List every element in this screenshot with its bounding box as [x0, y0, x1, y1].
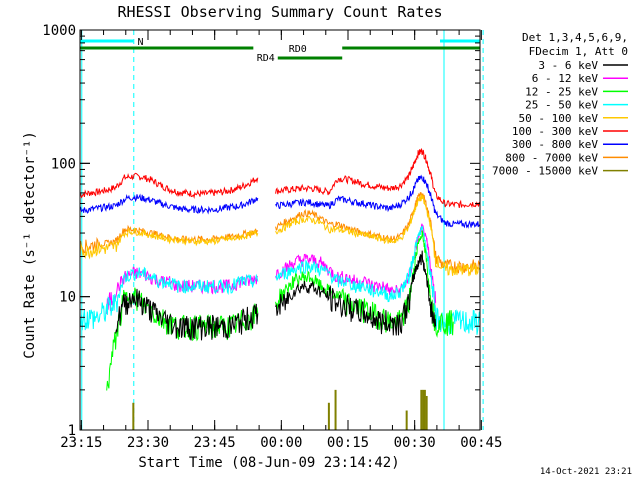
legend-header-line: Det 1,3,4,5,6,9,: [522, 31, 628, 44]
series-line-3-6-kev: [115, 288, 259, 341]
x-tick-label: 23:45: [194, 435, 236, 451]
legend-entry-label: 7000 - 15000 keV: [492, 165, 598, 178]
y-tick-label: 100: [51, 156, 76, 172]
x-tick-label: 00:15: [327, 435, 369, 451]
legend: Det 1,3,4,5,6,9,FDecim 1, Att 03 - 6 keV…: [492, 31, 628, 178]
legend-entry-label: 100 - 300 keV: [512, 125, 598, 138]
legend-entry-label: 300 - 800 keV: [512, 138, 598, 151]
legend-entry-label: 12 - 25 keV: [525, 85, 598, 98]
legend-entry-label: 50 - 100 keV: [519, 112, 599, 125]
y-tick-label: 1000: [42, 23, 76, 39]
footer-timestamp: 14-Oct-2021 23:21: [540, 467, 632, 477]
series-line-25-50-kev: [275, 225, 481, 335]
axes: 1 10 100 1000 23:15 23:30 23:45 00:00 00:15 00:30…: [42, 23, 502, 451]
series-line-12-25-kev: [275, 230, 454, 338]
series-line-300-800-kev: [275, 174, 481, 229]
series-line-100-300-kev: [275, 148, 481, 209]
series-line-50-100-kev: [79, 226, 259, 260]
y-axis-label: Count Rate (s⁻¹ detector⁻¹): [22, 131, 38, 359]
x-tick-label: 00:30: [394, 435, 436, 451]
x-tick-label: 23:30: [127, 435, 169, 451]
series-line-25-50-kev: [79, 266, 259, 331]
x-tick-label: 00:45: [460, 435, 502, 451]
chart-title: RHESSI Observing Summary Count Rates: [117, 3, 442, 21]
y-tick-label: 1: [68, 423, 76, 439]
night-flag-label: N: [138, 37, 144, 48]
x-axis-label: Start Time (08-Jun-09 23:14:42): [138, 455, 399, 471]
series-line-300-800-kev: [79, 193, 259, 215]
plot-frame: [79, 29, 481, 431]
plot-area: N RD0 RD4: [79, 30, 484, 430]
x-tick-label: 00:00: [260, 435, 302, 451]
legend-header-line: FDecim 1, Att 0: [529, 45, 628, 58]
series-line-6-12-kev: [106, 266, 259, 315]
legend-entry-label: 25 - 50 keV: [525, 99, 598, 112]
legend-entry-label: 3 - 6 keV: [538, 59, 598, 72]
series-line-50-100-kev: [275, 194, 481, 277]
legend-entry-label: 800 - 7000 keV: [505, 151, 598, 164]
rd0-flag-label: RD0: [289, 44, 307, 55]
legend-entry-label: 6 - 12 keV: [532, 72, 599, 85]
rd4-flag-label: RD4: [257, 53, 275, 64]
y-tick-label: 10: [59, 290, 76, 306]
series-line-3-6-kev: [275, 250, 437, 336]
series-line-100-300-kev: [79, 172, 259, 199]
series-line-800-7000-kev: [275, 192, 481, 274]
x-tick-label: 23:15: [60, 435, 102, 451]
